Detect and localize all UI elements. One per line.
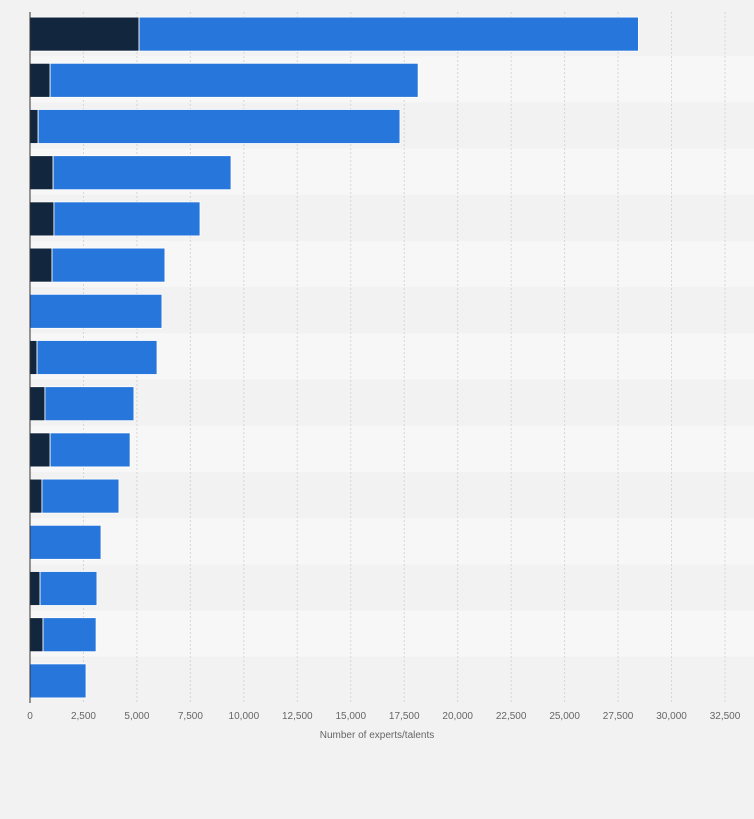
bar-series-2-row-9[interactable]	[44, 386, 135, 422]
x-tick-label: 0	[27, 711, 33, 722]
x-tick-label: 30,000	[656, 711, 687, 722]
row-band	[30, 472, 754, 519]
row-band	[30, 656, 754, 703]
x-tick-label: 20,000	[442, 711, 473, 722]
bar-series-1-row-1[interactable]	[29, 16, 140, 52]
x-tick-label: 25,000	[549, 711, 580, 722]
bar-series-1-row-8[interactable]	[29, 340, 38, 375]
row-band	[30, 610, 754, 657]
bar-series-1-row-3[interactable]	[29, 109, 39, 144]
bar-series-2-row-1[interactable]	[138, 16, 639, 52]
x-tick-label: 12,500	[282, 711, 313, 722]
bar-series-2-row-6[interactable]	[51, 247, 166, 283]
bar-series-2-row-11[interactable]	[41, 478, 120, 514]
x-axis-label: Number of experts/talents	[320, 730, 435, 741]
x-tick-label: 5,000	[124, 711, 149, 722]
x-tick-label: 17,500	[389, 711, 420, 722]
x-tick-label: 22,500	[496, 711, 527, 722]
bar-series-1-row-4[interactable]	[29, 155, 54, 191]
bar-series-2-row-14[interactable]	[42, 617, 97, 653]
bar-series-2-row-7[interactable]	[29, 293, 163, 329]
bar-series-2-row-3[interactable]	[37, 109, 401, 144]
bar-series-1-row-6[interactable]	[29, 247, 53, 283]
bar-series-1-row-2[interactable]	[29, 62, 51, 98]
bar-series-2-row-15[interactable]	[29, 663, 87, 699]
bar-series-1-row-13[interactable]	[29, 571, 41, 606]
bar-series-2-row-5[interactable]	[53, 201, 201, 237]
bar-series-1-row-5[interactable]	[29, 201, 55, 237]
bar-series-2-row-4[interactable]	[52, 155, 232, 191]
bar-series-2-row-10[interactable]	[49, 432, 131, 468]
bar-series-1-row-11[interactable]	[29, 478, 43, 514]
bar-series-1-row-9[interactable]	[29, 386, 46, 422]
x-tick-label: 2,500	[71, 711, 96, 722]
row-band	[30, 425, 754, 472]
x-tick-label: 10,000	[229, 711, 260, 722]
row-band	[30, 518, 754, 565]
row-band	[30, 379, 754, 426]
x-tick-label: 7,500	[178, 711, 203, 722]
bar-series-2-row-8[interactable]	[36, 340, 158, 375]
bar-series-1-row-14[interactable]	[29, 617, 44, 653]
bar-series-1-row-10[interactable]	[29, 432, 51, 468]
x-tick-label: 32,500	[710, 711, 741, 722]
x-tick-label: 15,000	[335, 711, 366, 722]
row-band	[30, 564, 754, 611]
x-tick-label: 27,500	[603, 711, 634, 722]
bar-series-2-row-12[interactable]	[29, 524, 102, 560]
bar-series-2-row-13[interactable]	[39, 571, 98, 606]
bar-series-2-row-2[interactable]	[49, 62, 419, 98]
